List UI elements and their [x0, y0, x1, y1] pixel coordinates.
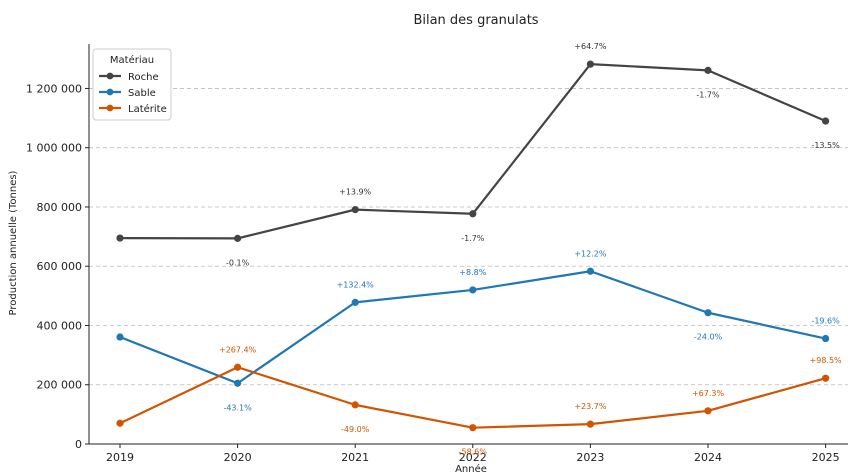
data-point: [822, 117, 830, 125]
data-label: +132.4%: [337, 280, 375, 289]
x-tick-label: 2021: [341, 451, 369, 464]
data-label: -1.7%: [696, 90, 720, 99]
y-tick-label: 1 200 000: [26, 82, 82, 95]
y-tick-label: 400 000: [37, 319, 83, 332]
legend-label: Roche: [128, 72, 159, 83]
data-point: [822, 374, 830, 382]
y-tick-label: 600 000: [37, 260, 83, 273]
data-point: [704, 66, 712, 74]
legend-swatch-marker: [106, 104, 114, 112]
data-point: [586, 60, 595, 68]
data-label: -49.0%: [341, 425, 370, 434]
y-tick-label: 800 000: [37, 201, 83, 214]
x-tick-label: 2025: [812, 451, 840, 464]
legend-title: Matériau: [110, 54, 154, 66]
chart-title: Bilan des granulats: [413, 13, 538, 28]
y-tick-label: 200 000: [37, 379, 83, 392]
data-point: [704, 309, 712, 317]
data-label: +267.4%: [219, 345, 257, 354]
data-label: -0.1%: [226, 258, 250, 267]
data-label: +12.2%: [574, 249, 607, 258]
data-label: +64.7%: [574, 42, 607, 51]
legend-swatch-marker: [106, 72, 114, 80]
data-point: [351, 401, 359, 409]
data-point: [469, 424, 477, 432]
legend-label: Sable: [128, 88, 156, 99]
data-label: +23.7%: [574, 402, 607, 411]
data-label: -1.7%: [461, 234, 485, 243]
series-latérite: +267.4% -49.0% -58.6% +23.7% +67.3% +98.5%: [116, 345, 843, 457]
legend: Matériau Roche Sable Latérite: [92, 48, 172, 121]
x-tick-label: 2024: [694, 451, 722, 464]
axes: 0 200 000 400 000 600 000 800 000 1 000 000 1 …: [26, 44, 848, 464]
data-label: -58.6%: [459, 448, 488, 457]
data-label: -13.5%: [811, 141, 840, 150]
data-label: +13.9%: [339, 188, 372, 197]
series-sable: -43.1% +132.4% +8.8% +12.2% -24.0% -19.6%: [116, 249, 840, 412]
data-label: -43.1%: [223, 403, 252, 412]
data-label: -24.0%: [694, 333, 723, 342]
legend-label: Latérite: [128, 103, 167, 115]
data-label: -19.6%: [811, 317, 840, 326]
data-point: [822, 334, 830, 343]
legend-swatch-marker: [106, 88, 114, 96]
series-group: -0.1%+13.9%-1.7%+64.7%-1.7%-13.5%-43.1%+…: [116, 42, 842, 457]
data-point: [234, 234, 242, 242]
data-point: [116, 333, 124, 341]
y-tick-label: 0: [75, 438, 82, 451]
data-point: [234, 379, 242, 387]
data-point: [704, 407, 712, 415]
data-point: [586, 267, 595, 275]
y-axis-label: Production annuelle (Tonnes): [8, 170, 19, 315]
series-roche: -0.1% +13.9% -1.7% +64.7% -1.7% -13.5%: [116, 42, 840, 267]
data-point: [586, 420, 595, 428]
x-axis-label: Année: [455, 463, 487, 474]
data-point: [234, 363, 242, 371]
data-label: +98.5%: [810, 356, 843, 365]
data-point: [351, 206, 359, 214]
data-label: +8.8%: [459, 268, 486, 277]
x-tick-label: 2020: [224, 451, 252, 464]
x-tick-label: 2019: [106, 451, 134, 464]
x-tick-label: 2023: [576, 451, 604, 464]
data-point: [469, 286, 477, 294]
y-tick-label: 1 000 000: [26, 142, 82, 155]
data-point: [116, 419, 124, 427]
legend-box: [92, 48, 172, 121]
data-point: [469, 210, 477, 218]
data-point: [351, 298, 359, 306]
x-tick-label: 2022: [459, 451, 487, 464]
gridlines: [89, 88, 848, 386]
data-label: +67.3%: [692, 389, 725, 398]
data-point: [116, 234, 124, 242]
